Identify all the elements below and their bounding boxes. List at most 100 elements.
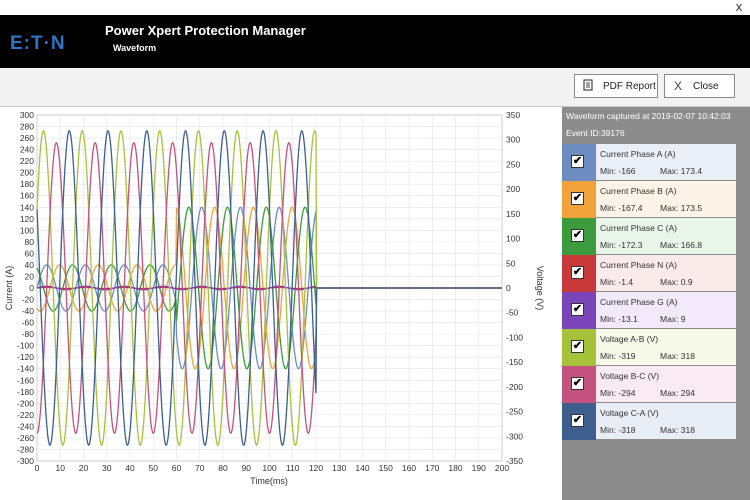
legend-max-value: Max: 318: [660, 351, 695, 361]
legend-checkbox[interactable]: ✔: [571, 192, 584, 205]
waveform-chart[interactable]: 3002802602402202001801601401201008060402…: [0, 107, 562, 500]
title-bar: x: [0, 0, 750, 15]
left-tick-label: 120: [20, 214, 34, 224]
legend-checkbox[interactable]: ✔: [571, 266, 584, 279]
legend-min-value: Min: -166: [600, 166, 636, 176]
x-tick-label: 40: [125, 463, 135, 473]
capture-timestamp: Waveform captured at 2019-02-07 10:42:03: [566, 111, 731, 121]
legend-checkbox[interactable]: ✔: [571, 377, 584, 390]
left-tick-label: -160: [17, 375, 34, 385]
right-tick-label: -350: [506, 456, 523, 466]
eaton-logo: E:T·N: [10, 33, 66, 53]
left-tick-label: 220: [20, 156, 34, 166]
legend-color-swatch: ✔: [562, 181, 596, 218]
logo-text: E:T·N: [10, 33, 66, 53]
legend-item[interactable]: ✔ Current Phase A (A) Min: -166 Max: 173.4: [562, 144, 736, 181]
pdf-report-label: PDF Report: [603, 80, 656, 92]
legend-min-value: Min: -13.1: [600, 314, 638, 324]
left-tick-label: 20: [25, 271, 35, 281]
left-tick-label: 100: [20, 225, 34, 235]
legend-checkbox[interactable]: ✔: [571, 340, 584, 353]
x-axis-label: Time(ms): [250, 476, 288, 486]
x-tick-label: 190: [472, 463, 486, 473]
legend-item[interactable]: ✔ Voltage B-C (V) Min: -294 Max: 294: [562, 366, 736, 403]
legend-max-value: Max: 166.8: [660, 240, 703, 250]
x-icon: X: [673, 79, 682, 93]
legend-item[interactable]: ✔ Voltage A-B (V) Min: -319 Max: 318: [562, 329, 736, 366]
x-tick-label: 110: [286, 463, 300, 473]
legend-item[interactable]: ✔ Current Phase N (A) Min: -1.4 Max: 0.9: [562, 255, 736, 292]
legend-item[interactable]: ✔ Current Phase C (A) Min: -172.3 Max: 166.…: [562, 218, 736, 255]
legend-item[interactable]: ✔ Voltage C-A (V) Min: -318 Max: 318: [562, 403, 736, 440]
right-tick-label: -100: [506, 332, 523, 342]
legend-max-value: Max: 0.9: [660, 277, 693, 287]
legend-series-name: Voltage B-C (V): [600, 371, 660, 381]
left-tick-label: 280: [20, 122, 34, 132]
legend-color-swatch: ✔: [562, 403, 596, 440]
legend-checkbox[interactable]: ✔: [571, 229, 584, 242]
legend-series-name: Current Phase B (A): [600, 186, 677, 196]
left-tick-label: -140: [17, 364, 34, 374]
left-tick-label: 240: [20, 145, 34, 155]
legend-checkbox[interactable]: ✔: [571, 414, 584, 427]
left-tick-label: -60: [22, 318, 35, 328]
left-tick-label: 160: [20, 191, 34, 201]
left-tick-label: -260: [17, 433, 34, 443]
legend-color-swatch: ✔: [562, 144, 596, 181]
x-tick-label: 140: [355, 463, 369, 473]
app-header: E:T·N Power Xpert Protection Manager Wav…: [0, 15, 750, 68]
legend-checkbox[interactable]: ✔: [571, 303, 584, 316]
right-tick-label: 350: [506, 110, 520, 120]
left-tick-label: 300: [20, 110, 34, 120]
legend-max-value: Max: 9: [660, 314, 686, 324]
left-tick-label: 260: [20, 133, 34, 143]
left-tick-label: -280: [17, 444, 34, 454]
close-label: Close: [693, 80, 719, 92]
x-tick-label: 120: [309, 463, 323, 473]
left-tick-label: 40: [25, 260, 35, 270]
legend-series-name: Current Phase N (A): [600, 260, 677, 270]
right-tick-label: -50: [506, 308, 519, 318]
right-tick-label: 0: [506, 283, 511, 293]
x-tick-label: 80: [218, 463, 228, 473]
legend-min-value: Min: -172.3: [600, 240, 643, 250]
left-tick-label: 60: [25, 248, 35, 258]
legend-min-value: Min: -1.4: [600, 277, 634, 287]
x-tick-label: 200: [495, 463, 509, 473]
toolbar: PDF Report X Close: [0, 68, 750, 107]
legend-min-value: Min: -318: [600, 425, 636, 435]
left-tick-label: 0: [29, 283, 34, 293]
legend-item[interactable]: ✔ Current Phase G (A) Min: -13.1 Max: 9: [562, 292, 736, 329]
legend-min-value: Min: -294: [600, 388, 636, 398]
left-tick-label: -220: [17, 410, 34, 420]
x-tick-label: 30: [102, 463, 112, 473]
x-tick-label: 10: [56, 463, 66, 473]
legend-series-name: Current Phase C (A): [600, 223, 677, 233]
left-tick-label: 80: [25, 237, 35, 247]
right-tick-label: -300: [506, 431, 523, 441]
legend-item[interactable]: ✔ Current Phase B (A) Min: -167.4 Max: 173.…: [562, 181, 736, 218]
right-axis-ticks: 350 300 250 200 150 100 50 0 -50 -100 -150 -200 -250…: [506, 110, 523, 466]
legend-checkbox[interactable]: ✔: [571, 155, 584, 168]
y-axis-right-label: Voltage (V): [535, 266, 545, 311]
right-tick-label: 50: [506, 258, 516, 268]
right-tick-label: 150: [506, 209, 520, 219]
left-tick-label: -240: [17, 421, 34, 431]
left-tick-label: -120: [17, 352, 34, 362]
window-close-icon[interactable]: x: [735, 0, 743, 14]
right-tick-label: 200: [506, 184, 520, 194]
left-tick-label: -100: [17, 341, 34, 351]
x-tick-label: 150: [379, 463, 393, 473]
legend-color-swatch: ✔: [562, 218, 596, 255]
x-tick-label: 170: [425, 463, 439, 473]
close-button[interactable]: X Close: [664, 74, 735, 98]
left-tick-label: 140: [20, 202, 34, 212]
legend-max-value: Max: 173.5: [660, 203, 703, 213]
legend-min-value: Min: -167.4: [600, 203, 643, 213]
legend-max-value: Max: 294: [660, 388, 695, 398]
pdf-report-button[interactable]: PDF Report: [574, 74, 658, 98]
series-line-7: [36, 129, 502, 447]
legend-min-value: Min: -319: [600, 351, 636, 361]
right-tick-label: -200: [506, 382, 523, 392]
legend-series-name: Voltage C-A (V): [600, 408, 659, 418]
